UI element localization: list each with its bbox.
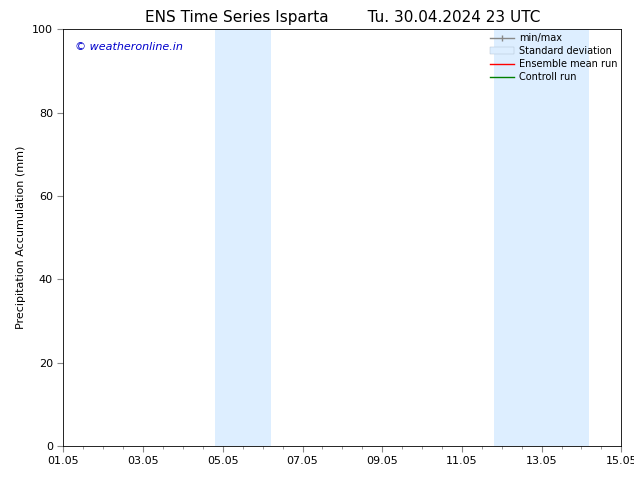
Title: ENS Time Series Isparta        Tu. 30.04.2024 23 UTC: ENS Time Series Isparta Tu. 30.04.2024 2… [145,10,540,25]
Bar [215,29,271,446]
Bar [494,29,590,446]
Text: © weatheronline.in: © weatheronline.in [75,42,183,52]
Legend: min/max, Standard deviation, Ensemble mean run, Controll run: min/max, Standard deviation, Ensemble me… [488,31,619,84]
Y-axis label: Precipitation Accumulation (mm): Precipitation Accumulation (mm) [16,146,27,329]
